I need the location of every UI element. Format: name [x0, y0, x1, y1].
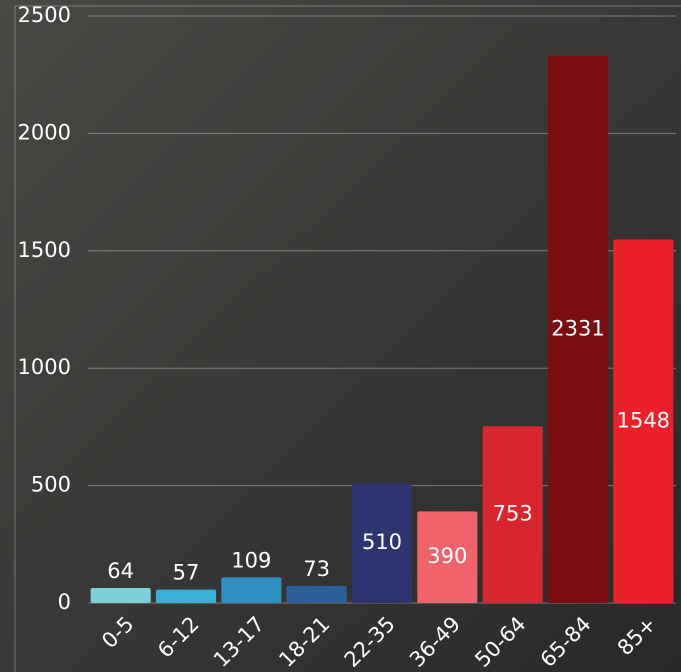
bar [286, 585, 347, 603]
data-label: 390 [427, 544, 467, 568]
data-label: 2331 [551, 316, 604, 340]
bar [351, 483, 413, 603]
y-tick-label: 500 [31, 473, 71, 497]
data-label: 73 [303, 557, 330, 581]
data-label: 510 [362, 530, 402, 554]
y-tick-label: 2000 [18, 120, 71, 144]
y-tick-label: 0 [58, 590, 71, 614]
y-tick-label: 1500 [18, 238, 71, 262]
bar [221, 577, 282, 603]
data-label: 57 [173, 561, 200, 585]
data-label: 1548 [617, 408, 670, 432]
bar [482, 426, 543, 603]
data-label: 109 [231, 548, 271, 572]
data-label: 64 [107, 559, 134, 583]
bar [613, 239, 674, 603]
y-tick-label: 1000 [18, 355, 71, 379]
y-tick-label: 2500 [18, 3, 71, 27]
bar [547, 55, 609, 603]
bar [417, 511, 478, 603]
data-label: 753 [493, 502, 533, 526]
bar [90, 587, 151, 603]
bar [155, 589, 217, 603]
